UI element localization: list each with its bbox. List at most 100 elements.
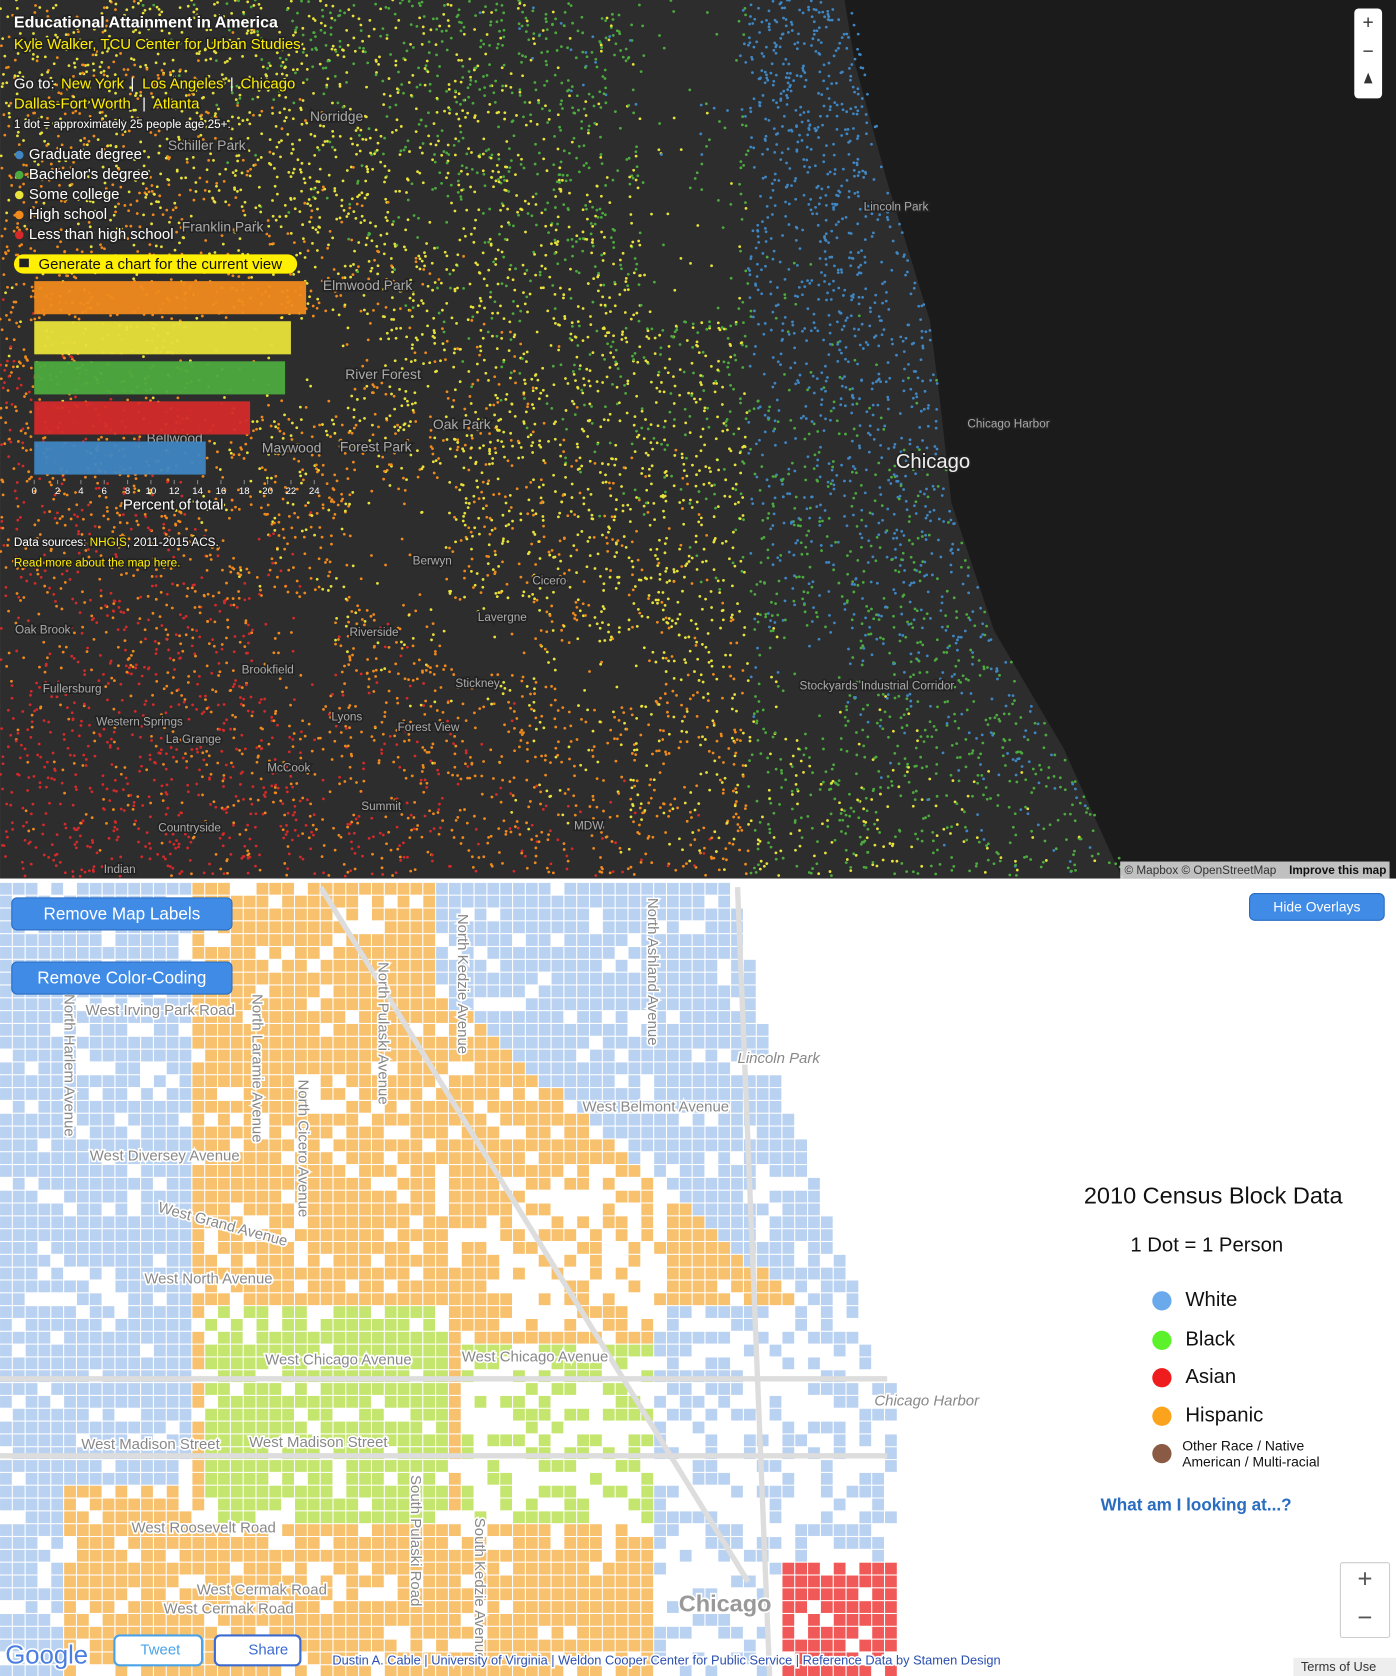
- dot: [393, 451, 396, 455]
- dot: [136, 596, 140, 600]
- dot: [416, 170, 419, 174]
- dot: [728, 841, 731, 845]
- dot: [838, 340, 842, 343]
- dot: [565, 854, 569, 858]
- dot: [794, 782, 798, 786]
- dot: [593, 450, 597, 454]
- dot: [588, 554, 592, 557]
- dot: [509, 263, 513, 267]
- dot: [466, 111, 470, 115]
- dot: [221, 475, 225, 479]
- dot: [319, 546, 323, 550]
- dot: [817, 872, 821, 876]
- dot: [109, 218, 112, 222]
- dot: [465, 434, 469, 437]
- dot: [767, 409, 771, 413]
- dot: [7, 198, 11, 202]
- dot: [514, 798, 518, 802]
- dot: [649, 576, 653, 580]
- dot: [109, 314, 112, 317]
- dot: [136, 116, 140, 120]
- dot: [1117, 856, 1121, 860]
- dot: [301, 26, 305, 30]
- dot: [578, 237, 582, 241]
- dot: [67, 507, 71, 511]
- dot: [905, 724, 909, 727]
- dot: [862, 646, 866, 650]
- dot: [760, 20, 764, 24]
- dot: [186, 681, 190, 684]
- dot: [749, 675, 753, 679]
- dot: [304, 119, 307, 122]
- dot: [14, 283, 18, 286]
- dot: [237, 596, 241, 600]
- dot: [273, 516, 277, 520]
- dot: [420, 467, 424, 471]
- dot: [1031, 836, 1035, 839]
- dot: [735, 709, 738, 713]
- dot: [352, 3, 356, 7]
- dot: [465, 208, 469, 212]
- dot: [565, 427, 568, 431]
- dot: [1053, 753, 1057, 757]
- dot: [231, 765, 235, 769]
- dot: [63, 523, 67, 527]
- dot: [316, 146, 319, 149]
- dot: [993, 716, 997, 720]
- dot: [1, 386, 5, 390]
- dot: [448, 592, 452, 595]
- dot: [291, 117, 295, 121]
- dot: [806, 591, 810, 594]
- dot: [437, 832, 441, 836]
- dot: [802, 414, 805, 418]
- dot: [901, 379, 905, 383]
- dot: [583, 403, 586, 407]
- dot: [631, 88, 635, 92]
- dot: [139, 595, 143, 599]
- dot: [717, 755, 721, 759]
- dot: [475, 345, 479, 349]
- dot: [575, 605, 579, 609]
- dot: [736, 823, 740, 826]
- dot: [397, 487, 400, 491]
- dot: [238, 93, 242, 97]
- dot: [258, 467, 262, 470]
- dot: [322, 124, 326, 128]
- dot: [334, 673, 338, 677]
- dot: [233, 174, 237, 177]
- dot: [177, 138, 181, 141]
- dot: [819, 414, 823, 417]
- dot: [92, 74, 96, 78]
- dot: [482, 444, 485, 448]
- dot: [83, 673, 87, 676]
- dot: [900, 862, 904, 865]
- dot: [964, 738, 968, 741]
- dot: [466, 776, 469, 780]
- dot: [766, 147, 769, 151]
- dot: [462, 449, 466, 453]
- dot: [779, 36, 783, 40]
- dot: [102, 69, 106, 73]
- dot: [279, 824, 283, 828]
- dot: [433, 652, 437, 656]
- dot: [631, 354, 634, 358]
- dot: [553, 252, 557, 255]
- dot: [629, 317, 633, 321]
- dot: [376, 582, 379, 585]
- dot: [87, 221, 91, 224]
- dot: [375, 465, 379, 468]
- dot: [554, 17, 558, 21]
- dot: [403, 739, 406, 743]
- dot: [555, 49, 559, 52]
- dot: [243, 582, 247, 585]
- dot: [118, 513, 122, 517]
- dot: [663, 692, 667, 696]
- dot: [522, 166, 526, 170]
- dot: [834, 782, 838, 785]
- dot: [162, 522, 166, 526]
- dot: [445, 48, 449, 52]
- dot: [1038, 763, 1042, 767]
- dot: [34, 846, 38, 849]
- dot: [337, 635, 341, 639]
- dot: [300, 161, 304, 165]
